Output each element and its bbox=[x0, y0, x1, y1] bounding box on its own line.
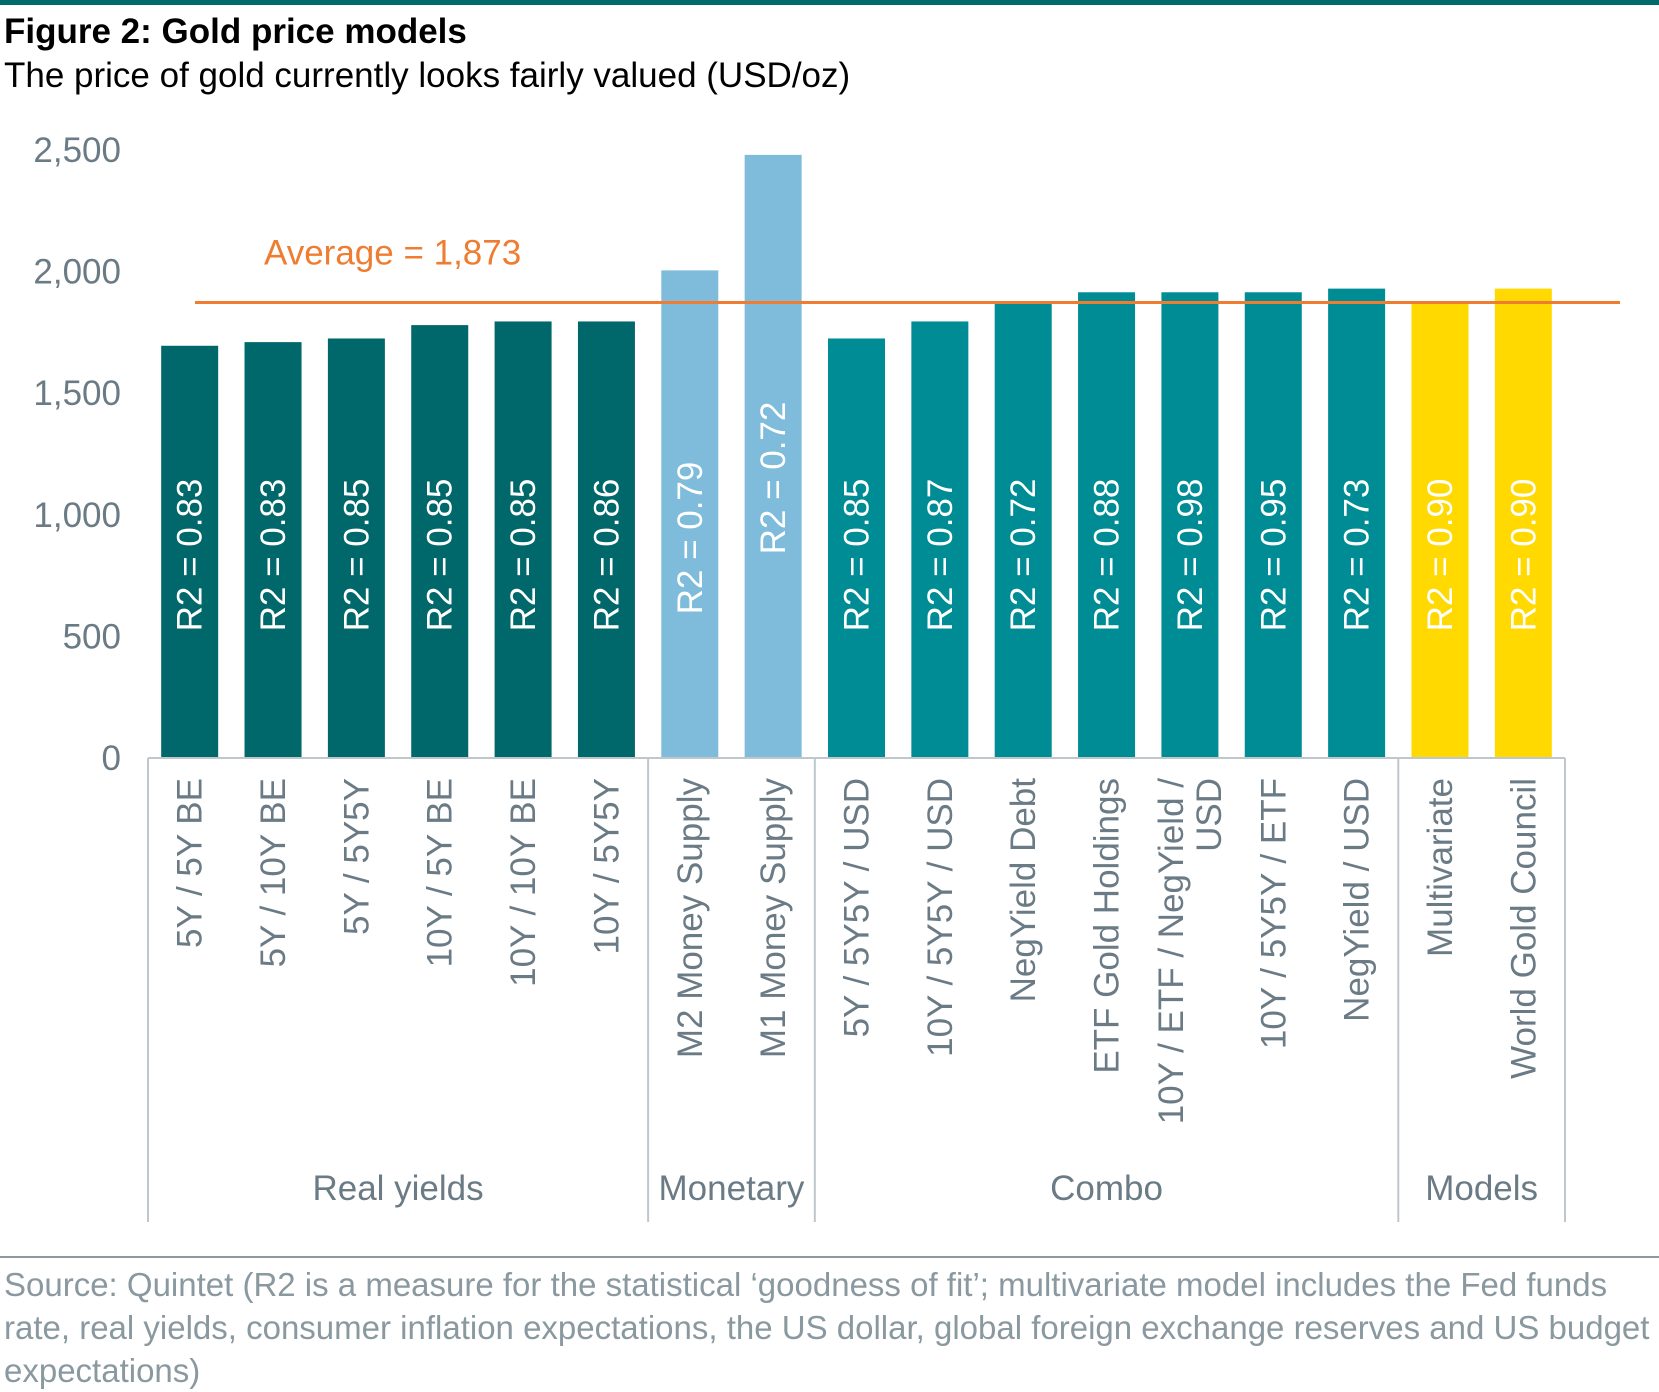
bar bbox=[1411, 303, 1469, 758]
r2-label: R2 = 0.87 bbox=[921, 479, 960, 632]
r2-label: R2 = 0.90 bbox=[1421, 479, 1460, 632]
top-rule bbox=[0, 0, 1659, 5]
bar bbox=[1328, 288, 1386, 758]
category-label: 5Y / 5Y5Y / USD bbox=[838, 778, 877, 1037]
source-note: Source: Quintet (R2 is a measure for the… bbox=[4, 1266, 1650, 1389]
r2-label: R2 = 0.79 bbox=[671, 462, 710, 615]
r2-label: R2 = 0.86 bbox=[587, 479, 626, 632]
bar bbox=[244, 342, 302, 758]
r2-label: R2 = 0.83 bbox=[254, 479, 293, 632]
r2-labels: R2 = 0.83 R2 = 0.83 R2 = 0.85 R2 = 0.85 R2 =… bbox=[171, 402, 1544, 632]
group-labels: Real yields Monetary Combo Models bbox=[312, 1169, 1538, 1208]
bar bbox=[1494, 288, 1552, 758]
r2-label: R2 = 0.85 bbox=[337, 479, 376, 632]
group-label: Monetary bbox=[659, 1169, 805, 1208]
source-rule bbox=[0, 1256, 1659, 1258]
bar bbox=[161, 345, 219, 758]
category-labels: 5Y / 5Y BE 5Y / 10Y BE 5Y / 5Y5Y 10Y / 5Y B… bbox=[171, 778, 1544, 1125]
bars bbox=[161, 154, 1552, 758]
bar bbox=[744, 154, 802, 758]
category-label: Multivariate bbox=[1421, 778, 1460, 957]
bar bbox=[911, 321, 969, 758]
r2-label: R2 = 0.98 bbox=[1171, 479, 1210, 632]
r2-label: R2 = 0.72 bbox=[754, 402, 793, 555]
y-tick-label: 2,500 bbox=[33, 131, 121, 170]
category-label: 10Y / ETF / NegYield / bbox=[1152, 778, 1191, 1125]
y-tick-label: 1,500 bbox=[33, 374, 121, 413]
bar bbox=[1244, 292, 1302, 758]
bar bbox=[411, 325, 469, 758]
category-label: ETF Gold Holdings bbox=[1088, 778, 1127, 1074]
category-label: 10Y / 5Y BE bbox=[421, 778, 460, 967]
group-label: Real yields bbox=[312, 1169, 483, 1208]
r2-label: R2 = 0.73 bbox=[1338, 479, 1377, 632]
bar bbox=[828, 338, 885, 758]
r2-label: R2 = 0.85 bbox=[838, 479, 877, 632]
category-label: 5Y / 5Y5Y bbox=[337, 778, 376, 935]
y-axis-ticks: 0 500 1,000 1,500 2,000 2,500 bbox=[33, 131, 121, 778]
r2-label: R2 = 0.85 bbox=[504, 479, 543, 632]
bar bbox=[494, 321, 552, 758]
r2-label: R2 = 0.90 bbox=[1504, 479, 1543, 632]
category-label: M2 Money Supply bbox=[671, 778, 710, 1059]
category-label: 10Y / 5Y5Y bbox=[587, 778, 626, 954]
y-tick-label: 500 bbox=[63, 617, 121, 656]
category-label: USD bbox=[1190, 778, 1229, 852]
category-label: 10Y / 5Y5Y / USD bbox=[921, 778, 960, 1057]
group-label: Combo bbox=[1050, 1169, 1163, 1208]
bar bbox=[1161, 292, 1219, 758]
category-label: 10Y / 10Y BE bbox=[504, 778, 543, 987]
category-label: World Gold Council bbox=[1504, 778, 1543, 1079]
category-label: M1 Money Supply bbox=[754, 778, 793, 1059]
r2-label: R2 = 0.72 bbox=[1004, 479, 1043, 632]
average-label: Average = 1,873 bbox=[264, 233, 521, 272]
category-label: 5Y / 5Y BE bbox=[171, 778, 210, 948]
bar bbox=[994, 303, 1052, 758]
x-axis bbox=[147, 757, 1566, 1222]
bar bbox=[661, 270, 719, 758]
chart-subtitle: The price of gold currently looks fairly… bbox=[4, 56, 851, 95]
category-label: 5Y / 10Y BE bbox=[254, 778, 293, 967]
r2-label: R2 = 0.95 bbox=[1254, 479, 1293, 632]
bar bbox=[1078, 292, 1136, 758]
r2-label: R2 = 0.85 bbox=[421, 479, 460, 632]
y-tick-label: 2,000 bbox=[33, 253, 121, 292]
category-label: NegYield / USD bbox=[1338, 778, 1377, 1022]
category-label: 10Y / 5Y5Y / ETF bbox=[1254, 778, 1293, 1049]
chart-title: Figure 2: Gold price models bbox=[4, 12, 467, 51]
bar bbox=[327, 338, 385, 758]
group-label: Models bbox=[1425, 1169, 1538, 1208]
y-tick-label: 1,000 bbox=[33, 496, 121, 535]
r2-label: R2 = 0.83 bbox=[171, 479, 210, 632]
bar bbox=[577, 321, 635, 758]
r2-label: R2 = 0.88 bbox=[1088, 479, 1127, 632]
y-tick-label: 0 bbox=[102, 739, 121, 778]
category-label: NegYield Debt bbox=[1004, 778, 1043, 1003]
